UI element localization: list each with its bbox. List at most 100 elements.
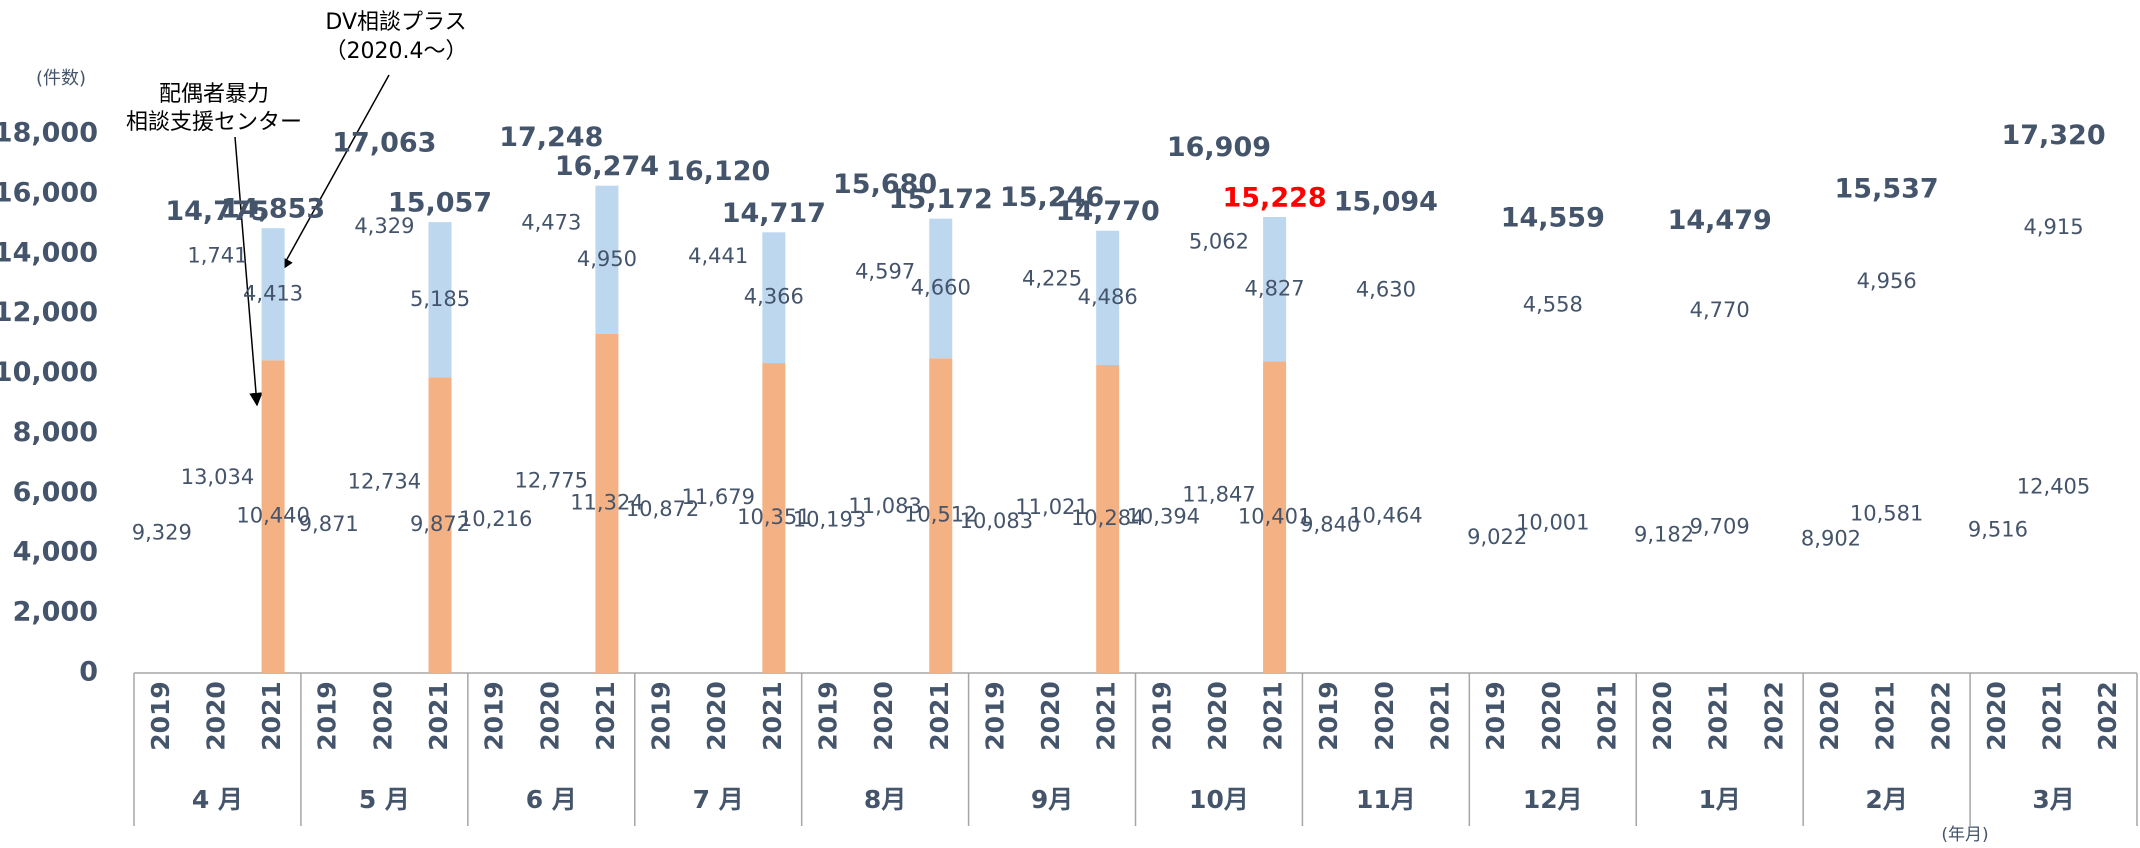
total-label: 15,537 [1835, 173, 1939, 204]
data-label: 10,083 [960, 509, 1033, 533]
data-label: 11,083 [848, 494, 921, 518]
x-tick-label: 2021 [2038, 681, 2067, 751]
data-label: 4,827 [1245, 276, 1305, 300]
total-label: 17,248 [499, 122, 603, 153]
x-unit-label: (年月) [1941, 825, 1988, 845]
data-label: 4,413 [243, 281, 303, 305]
y-tick-label: 4,000 [13, 537, 98, 568]
data-label: 9,022 [1467, 525, 1527, 549]
data-label: 9,871 [299, 512, 359, 536]
data-label: 10,001 [1516, 510, 1589, 534]
x-tick-label: 2022 [1926, 681, 1955, 751]
x-tick-label: 2021 [758, 681, 787, 751]
annotation: 相談支援センター [126, 110, 302, 135]
y-unit-label: (件数) [36, 68, 86, 89]
bar-segment [1263, 217, 1287, 362]
x-tick-label: 2021 [1704, 681, 1733, 751]
data-label: 12,405 [2017, 474, 2090, 498]
data-label: 10,581 [1850, 502, 1923, 526]
data-label: 10,351 [737, 505, 810, 529]
data-label: 9,329 [132, 520, 192, 544]
total-label: 16,120 [666, 156, 770, 187]
x-tick-label: 2021 [591, 681, 620, 751]
data-label: 5,062 [1189, 229, 1249, 253]
bar-segment [1263, 361, 1287, 673]
x-tick-label: 2022 [2093, 681, 2122, 751]
x-tick-label: 2021 [1426, 681, 1455, 751]
data-label: 4,950 [577, 247, 637, 271]
data-label: 1,741 [187, 244, 247, 268]
bar-segment [1096, 230, 1120, 366]
data-label: 4,660 [911, 275, 971, 299]
group-label: 2月 [1865, 785, 1907, 814]
annotation: 配偶者暴力 [159, 82, 269, 107]
data-label: 11,324 [570, 490, 643, 514]
total-label: 15,680 [833, 169, 937, 200]
y-tick-label: 8,000 [13, 417, 98, 448]
data-label: 9,516 [1968, 518, 2028, 542]
data-label: 5,185 [410, 287, 470, 311]
x-tick-label: 2019 [1147, 681, 1176, 751]
data-label: 11,679 [681, 485, 754, 509]
x-tick-label: 2020 [1982, 681, 2011, 751]
bar-segment [428, 377, 452, 673]
total-label: 17,063 [332, 128, 436, 159]
data-label: 10,394 [1127, 504, 1200, 528]
x-tick-label: 2021 [925, 681, 954, 751]
group-label: 7 月 [693, 785, 744, 814]
group-label: 10月 [1189, 785, 1249, 814]
data-label: 4,329 [354, 214, 414, 238]
annotation: DV相談プラス [325, 10, 466, 35]
x-tick-label: 2021 [1259, 681, 1288, 751]
x-tick-label: 2021 [1871, 681, 1900, 751]
x-tick-label: 2022 [1759, 681, 1788, 751]
group-label: 11月 [1356, 785, 1416, 814]
total-label: 14,853 [221, 194, 325, 225]
bar-segment [595, 185, 619, 334]
data-label: 4,441 [688, 244, 748, 268]
x-tick-label: 2020 [1537, 681, 1566, 751]
total-label: 16,274 [555, 151, 659, 182]
x-tick-label: 2020 [535, 681, 564, 751]
data-label: 10,193 [793, 507, 866, 531]
annotation-arrow [280, 74, 390, 272]
total-label: 14,770 [1056, 196, 1160, 227]
group-label: 1月 [1699, 785, 1741, 814]
data-label: 12,775 [515, 469, 588, 493]
x-tick-label: 2020 [869, 681, 898, 751]
data-label: 10,512 [904, 503, 977, 527]
data-label: 11,847 [1182, 483, 1255, 507]
data-label: 9,709 [1690, 515, 1750, 539]
total-label: 17,320 [2001, 120, 2105, 151]
total-label: 14,559 [1501, 203, 1605, 234]
data-label: 4,558 [1523, 292, 1583, 316]
x-tick-label: 2021 [257, 681, 286, 751]
data-label: 8,902 [1801, 527, 1861, 551]
annotation: （2020.4～） [325, 39, 468, 64]
data-label: 4,473 [521, 210, 581, 234]
x-tick-label: 2020 [1815, 681, 1844, 751]
bar-segment [929, 358, 953, 673]
group-label: 8月 [864, 785, 906, 814]
bar-segment [762, 363, 786, 673]
bar-segment [428, 222, 452, 378]
data-label: 4,366 [744, 285, 804, 309]
group-label: 5 月 [359, 785, 410, 814]
x-tick-label: 2019 [146, 681, 175, 751]
data-label: 4,630 [1356, 277, 1416, 301]
total-label: 16,909 [1167, 132, 1271, 163]
x-tick-label: 2020 [1648, 681, 1677, 751]
x-tick-label: 2019 [313, 681, 342, 751]
x-tick-label: 2020 [368, 681, 397, 751]
y-tick-label: 12,000 [0, 297, 98, 328]
total-label: 15,172 [889, 184, 993, 215]
y-tick-label: 18,000 [0, 118, 98, 149]
x-tick-label: 2020 [702, 681, 731, 751]
data-label: 9,840 [1300, 513, 1360, 537]
total-label: 14,775 [165, 196, 269, 227]
total-label: 14,479 [1668, 205, 1772, 236]
total-label: 15,094 [1334, 187, 1438, 218]
group-label: 6 月 [526, 785, 577, 814]
data-label: 9,872 [410, 512, 470, 536]
x-tick-label: 2019 [1314, 681, 1343, 751]
